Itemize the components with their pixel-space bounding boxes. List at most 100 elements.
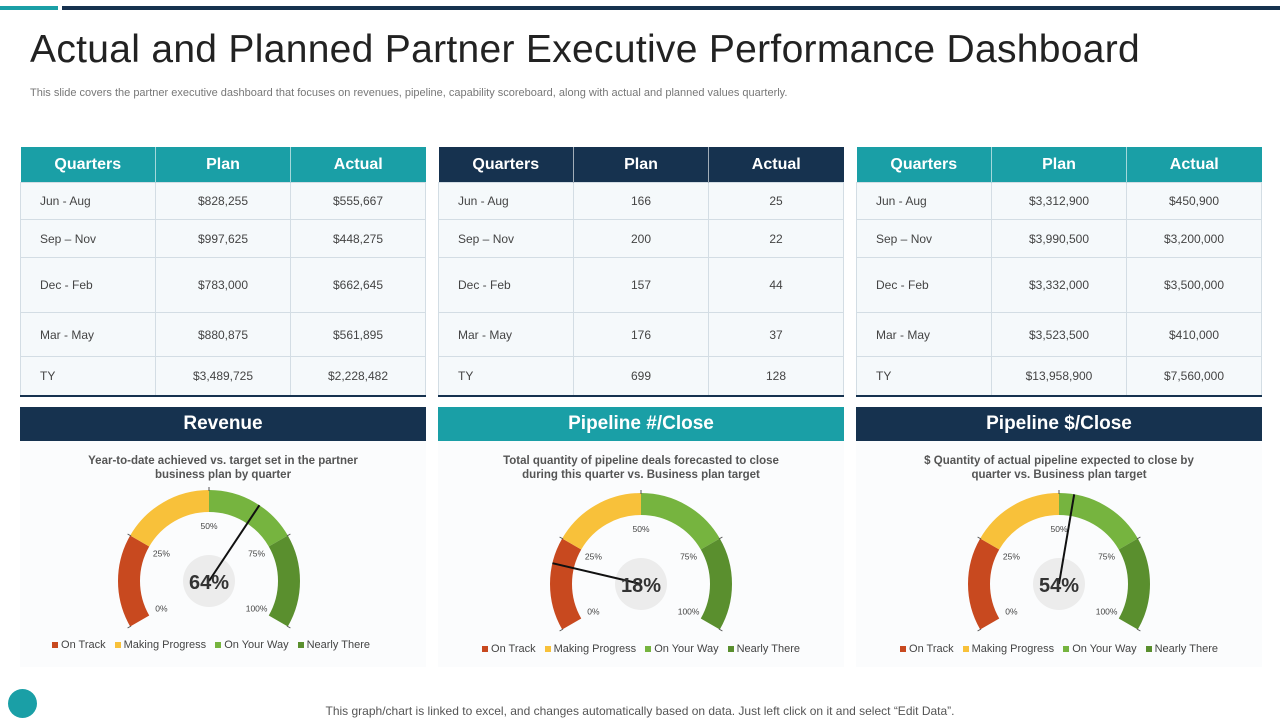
gauge-needle — [1058, 494, 1076, 585]
table-cell-quarter: Mar - May — [856, 312, 992, 357]
table-cell-quarter: Mar - May — [438, 312, 574, 357]
legend-item: Nearly There — [297, 639, 370, 651]
legend-swatch — [900, 646, 907, 652]
legend-swatch — [52, 642, 59, 648]
table-row-total: TY $3,489,725 $2,228,482 — [20, 356, 426, 397]
gauge-tick-mark — [977, 536, 982, 540]
pipeline-count-gauge-title: Total quantity of pipeline deals forecas… — [503, 455, 779, 481]
table-row: Jun - Aug 166 25 — [438, 182, 844, 220]
legend-swatch — [962, 646, 969, 652]
column-header-quarters: Quarters — [856, 147, 992, 183]
gauge-tick-mark — [1136, 536, 1141, 540]
table-cell-quarter: Dec - Feb — [438, 257, 574, 313]
gauge-tick-mark — [559, 628, 564, 632]
gauge-tick-mark — [559, 536, 564, 540]
legend-item: On Your Way — [215, 639, 289, 651]
table-cell-plan: $828,255 — [155, 182, 291, 220]
gauge-tick-label: 100% — [1096, 607, 1118, 617]
legend-label: Making Progress — [971, 643, 1055, 655]
legend-swatch — [114, 642, 121, 648]
pipeline-value-panel-header: Pipeline $/Close — [856, 407, 1262, 441]
table-cell-actual: 128 — [708, 356, 844, 397]
table-cell-plan: $997,625 — [155, 219, 291, 258]
gauge-tick-mark — [718, 628, 723, 632]
gauge-band — [118, 535, 150, 627]
gauge-tick-label: 100% — [246, 604, 268, 614]
table-cell-plan: $3,523,500 — [991, 312, 1127, 357]
column-header-actual: Actual — [1126, 147, 1262, 183]
legend-label: On Your Way — [224, 639, 289, 651]
gauge-band — [1118, 538, 1150, 630]
gauge-tick-label: 25% — [585, 552, 602, 562]
pipeline-count-gauge: 0% 25% 50% 75% 100% 18% — [550, 490, 732, 632]
gauge-band — [208, 490, 288, 547]
legend-label: Nearly There — [736, 643, 800, 655]
table-cell-quarter: Mar - May — [20, 312, 156, 357]
table-row: Dec - Feb 157 44 — [438, 257, 844, 313]
table-cell-quarter: TY — [438, 356, 574, 397]
gauge-tick-label: 100% — [678, 607, 700, 617]
gauge-band — [130, 490, 210, 547]
legend-item: On Track — [482, 643, 536, 655]
top-accent-bar-teal — [0, 6, 58, 10]
table-cell-quarter: TY — [20, 356, 156, 397]
gauge-tick-label: 0% — [587, 607, 600, 617]
table-cell-actual: 25 — [708, 182, 844, 220]
table-cell-actual: $448,275 — [290, 219, 426, 258]
revenue-panel-body — [20, 441, 426, 667]
table-row: Mar - May $880,875 $561,895 — [20, 312, 426, 357]
legend-item: Nearly There — [727, 643, 800, 655]
legend-label: On Your Way — [654, 643, 719, 655]
gauge-band — [980, 493, 1060, 550]
pipeline-value-legend: On Track Making Progress On Your Way Nearly… — [856, 643, 1262, 655]
legend-item: On Track — [900, 643, 954, 655]
pipeline-value-table: Quarters Plan Actual Jun - Aug $3,312,900… — [856, 147, 1262, 397]
gauge-band — [700, 538, 732, 630]
revenue-gauge-title: Year-to-date achieved vs. target set in … — [88, 455, 358, 481]
table-row: Sep – Nov $997,625 $448,275 — [20, 219, 426, 258]
gauge-tick-label: 50% — [200, 521, 217, 531]
legend-item: On Your Way — [1063, 643, 1137, 655]
table-cell-quarter: Sep – Nov — [856, 219, 992, 258]
pipeline-value-gauge-title: $ Quantity of actual pipeline expected t… — [924, 455, 1194, 481]
table-cell-quarter: Sep – Nov — [438, 219, 574, 258]
legend-label: On Track — [61, 639, 106, 651]
column-header-quarters: Quarters — [438, 147, 574, 183]
pipeline-count-panel-body — [438, 441, 844, 667]
gauge-needle — [208, 504, 261, 582]
gauge-tick-mark — [977, 628, 982, 632]
gauge-tick-label: 25% — [1003, 552, 1020, 562]
gauge-tick-label: 75% — [680, 552, 697, 562]
table-cell-quarter: Jun - Aug — [20, 182, 156, 220]
revenue-gauge: 0% 25% 50% 75% 100% 64% — [118, 487, 300, 629]
gauge-band — [562, 493, 642, 550]
column-header-plan: Plan — [991, 147, 1127, 183]
legend-swatch — [727, 646, 734, 652]
legend-item: On Track — [52, 639, 106, 651]
table-cell-plan: 166 — [573, 182, 709, 220]
table-cell-plan: 200 — [573, 219, 709, 258]
table-row-total: TY 699 128 — [438, 356, 844, 397]
legend-item: Making Progress — [114, 639, 207, 651]
legend-swatch — [645, 646, 652, 652]
gauge-tick-label: 50% — [1050, 524, 1067, 534]
legend-label: Nearly There — [306, 639, 370, 651]
table-cell-actual: $3,200,000 — [1126, 219, 1262, 258]
gauge-band — [268, 535, 300, 627]
table-row: Sep – Nov $3,990,500 $3,200,000 — [856, 219, 1262, 258]
corner-decoration-circle — [8, 689, 37, 718]
legend-item: Nearly There — [1145, 643, 1218, 655]
table-cell-actual: $555,667 — [290, 182, 426, 220]
table-cell-actual: 44 — [708, 257, 844, 313]
table-cell-plan: $3,312,900 — [991, 182, 1127, 220]
table-cell-plan: $13,958,900 — [991, 356, 1127, 397]
table-cell-plan: $3,990,500 — [991, 219, 1127, 258]
legend-swatch — [297, 642, 304, 648]
gauge-band — [1058, 493, 1138, 550]
column-header-actual: Actual — [708, 147, 844, 183]
table-cell-quarter: Jun - Aug — [856, 182, 992, 220]
table-cell-plan: $3,332,000 — [991, 257, 1127, 313]
gauge-tick-label: 50% — [632, 524, 649, 534]
legend-label: Making Progress — [123, 639, 207, 651]
gauge-tick-label: 75% — [248, 549, 265, 559]
